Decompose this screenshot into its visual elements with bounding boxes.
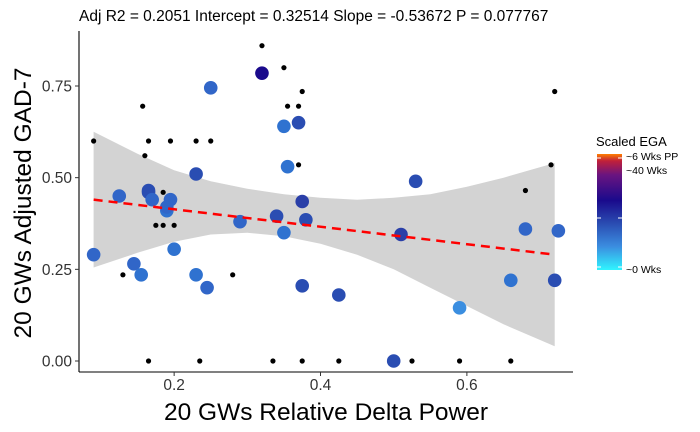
y-tick-label: 0.50 [42,170,73,187]
subject-point [87,248,101,262]
small-point [296,162,301,167]
small-point [146,358,151,363]
legend-label-0wks: ~0 Wks [626,264,661,276]
small-point [172,223,177,228]
x-axis-ticks: 0.2 0.4 0.6 [163,372,477,394]
y-tick-label: 0.00 [42,354,73,371]
small-point [336,358,341,363]
subject-point [189,167,203,181]
small-point [508,358,513,363]
subject-point [281,160,295,174]
small-point [296,104,301,109]
small-point [409,358,414,363]
subject-point [548,274,562,288]
subject-point [200,281,214,295]
small-point [197,358,202,363]
subject-point [295,279,309,293]
small-point [281,65,286,70]
small-point [548,162,553,167]
small-point [208,138,213,143]
y-axis-ticks: 0.00 0.25 0.50 0.75 [42,79,79,371]
subject-point [164,193,178,207]
subject-point [112,189,126,203]
subject-point [332,288,346,302]
subject-point [394,228,408,242]
y-tick-label: 0.25 [42,262,72,279]
y-axis-title: 20 GWs Adjusted GAD-7 [10,68,37,339]
small-point [193,138,198,143]
small-point [457,358,462,363]
subject-point [295,195,309,209]
plot-area [87,43,565,368]
subject-point [453,301,467,315]
small-point [91,138,96,143]
x-tick-label: 0.4 [310,377,332,394]
small-point [285,104,290,109]
subject-point [189,268,203,282]
subject-point [277,120,291,134]
small-point [270,358,275,363]
small-point [120,272,125,277]
subject-point [292,116,306,130]
chart-title: Adj R2 = 0.2051 Intercept = 0.32514 Slop… [79,8,548,25]
small-point [523,188,528,193]
subject-point [134,268,148,282]
small-point [300,89,305,94]
subject-point [409,175,423,189]
small-point [146,138,151,143]
small-point [230,272,235,277]
small-point [552,89,557,94]
legend-label-6wks-pp: ~6 Wks PP [626,151,678,163]
subject-point [277,226,291,240]
color-legend: Scaled EGA ~6 Wks PP ~40 Wks ~0 Wks [596,134,678,276]
subject-point [519,222,533,236]
x-axis-title: 20 GWs Relative Delta Power [164,399,488,426]
small-point [161,190,166,195]
small-point [142,153,147,158]
small-point [259,43,264,48]
small-point [161,223,166,228]
small-point [300,358,305,363]
subject-point [504,274,518,288]
legend-title: Scaled EGA [596,134,667,149]
subject-point [204,81,218,95]
subject-point [552,224,566,238]
small-point [168,138,173,143]
legend-colorbar [597,154,622,270]
y-tick-label: 0.75 [42,79,72,96]
subject-point [145,193,159,207]
legend-label-40wks: ~40 Wks [626,165,667,177]
x-tick-label: 0.2 [163,377,185,394]
subject-point [167,242,181,256]
small-point [140,104,145,109]
subject-point [255,66,269,80]
small-point [153,223,158,228]
subject-point [387,354,401,368]
x-tick-label: 0.6 [456,377,478,394]
confidence-band [94,132,555,346]
